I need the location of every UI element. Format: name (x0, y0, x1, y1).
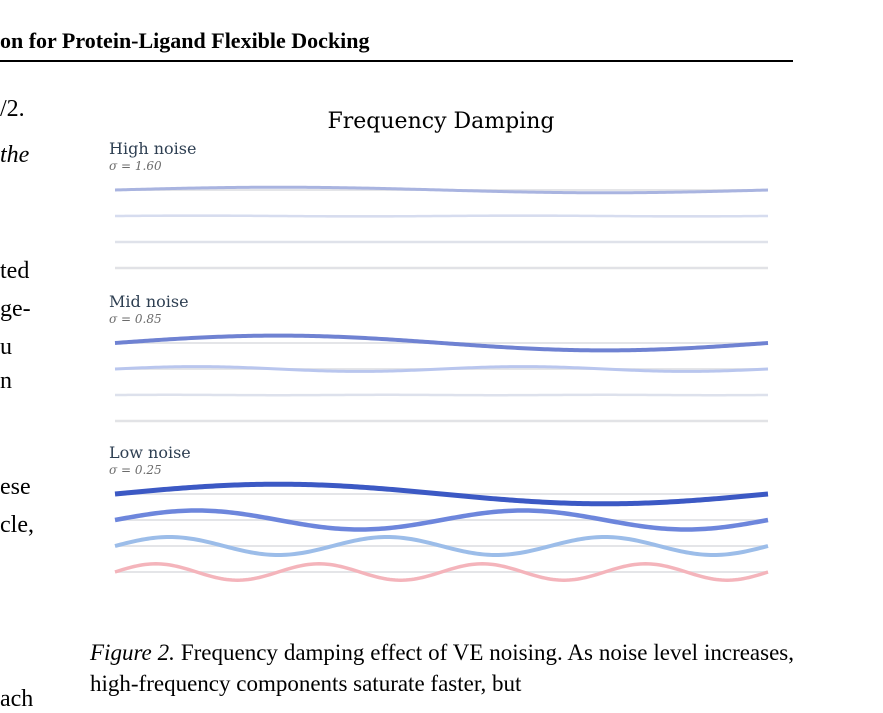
caption-text: Frequency damping effect of VE noising. … (90, 640, 794, 696)
caption-label: Figure 2. (90, 640, 175, 665)
panel-label: Low noise (109, 443, 191, 462)
frequency-wave-series (115, 216, 768, 217)
figure-caption: Figure 2. Frequency damping effect of VE… (90, 637, 794, 699)
panel-sigma-label: σ = 1.60 (109, 159, 162, 173)
panel-label: High noise (109, 139, 196, 158)
panel-label: Mid noise (109, 292, 189, 311)
panel-sigma-label: σ = 0.85 (109, 312, 162, 326)
panel-sigma-label: σ = 0.25 (109, 463, 162, 477)
figure-title: Frequency Damping (328, 109, 555, 134)
